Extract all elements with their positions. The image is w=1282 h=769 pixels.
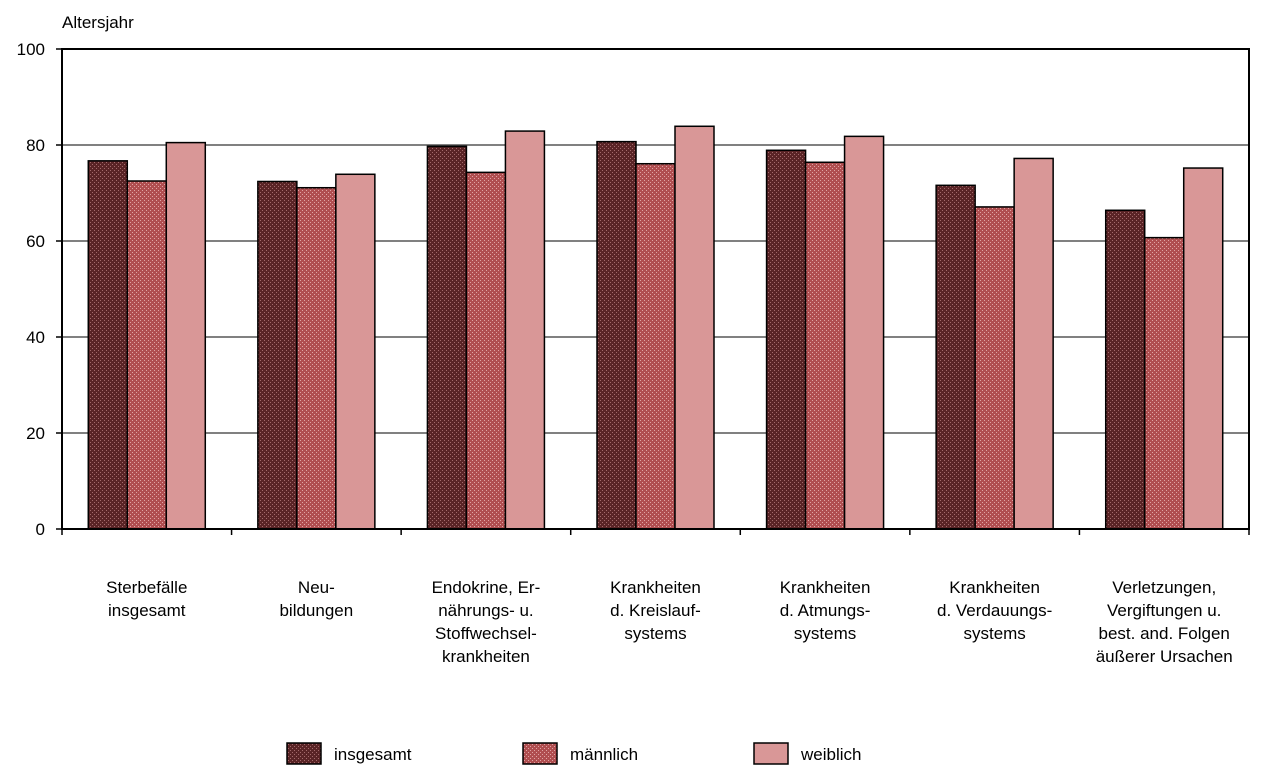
- legend-swatch-insgesamt: [286, 742, 322, 765]
- bar-weiblich: [674, 125, 715, 530]
- y-tick-label: 0: [36, 520, 45, 539]
- x-tick-label: Krankheiten d. Atmungs-systems: [780, 578, 871, 643]
- y-tick-label: 40: [26, 328, 45, 347]
- bar-weiblich: [1013, 157, 1054, 530]
- x-tick-label: Verletzungen, Vergiftungen u. best. and. F…: [1096, 578, 1233, 666]
- bar-weiblich: [165, 141, 207, 530]
- x-tick-label: Krankheiten d. Kreislauf-systems: [610, 578, 701, 643]
- plot-area: 0 20 40 60 80 100 Sterbefälle insgesamt Neu-bild…: [17, 40, 1250, 666]
- bar-insgesamt: [765, 149, 807, 530]
- plot-frame: [61, 48, 1250, 530]
- bar-männlich: [296, 186, 337, 530]
- x-tick-label: Endokrine, Er-nährungs- u. Stoffwechsel-k…: [432, 578, 541, 666]
- bar-männlich: [1143, 236, 1185, 530]
- x-tick-label: Krankheiten d. Verdauungs-systems: [937, 578, 1052, 643]
- y-tick-label: 80: [26, 136, 45, 155]
- bar-insgesamt: [426, 145, 468, 530]
- bar-insgesamt: [1104, 209, 1146, 530]
- legend-label-männlich: männlich: [570, 745, 638, 764]
- bar-männlich: [635, 162, 676, 530]
- y-tick-label: 60: [26, 232, 45, 251]
- x-tick-label: Neu-bildungen: [279, 578, 353, 620]
- bar-weiblich: [843, 135, 885, 530]
- y-tick-label: 20: [26, 424, 45, 443]
- bar-männlich: [804, 161, 846, 530]
- bar-männlich: [465, 171, 507, 530]
- legend-swatch-männlich: [522, 742, 558, 765]
- bar-männlich: [974, 206, 1015, 530]
- y-axis-label: Altersjahr: [62, 13, 134, 32]
- bar-weiblich: [504, 130, 546, 530]
- x-tick-label: Sterbefälle insgesamt: [106, 578, 187, 620]
- bar-weiblich: [335, 173, 376, 530]
- bar-insgesamt: [87, 160, 129, 530]
- bar-männlich: [126, 180, 168, 530]
- legend-swatch-weiblich: [753, 742, 789, 765]
- bar-insgesamt: [596, 140, 637, 530]
- bar-weiblich: [1182, 167, 1224, 530]
- legend: insgesamt männlich weiblich: [286, 742, 861, 765]
- legend-label-insgesamt: insgesamt: [334, 745, 412, 764]
- y-tick-label: 100: [17, 40, 45, 59]
- bar-insgesamt: [935, 184, 976, 530]
- legend-label-weiblich: weiblich: [800, 745, 861, 764]
- bar-insgesamt: [257, 180, 298, 530]
